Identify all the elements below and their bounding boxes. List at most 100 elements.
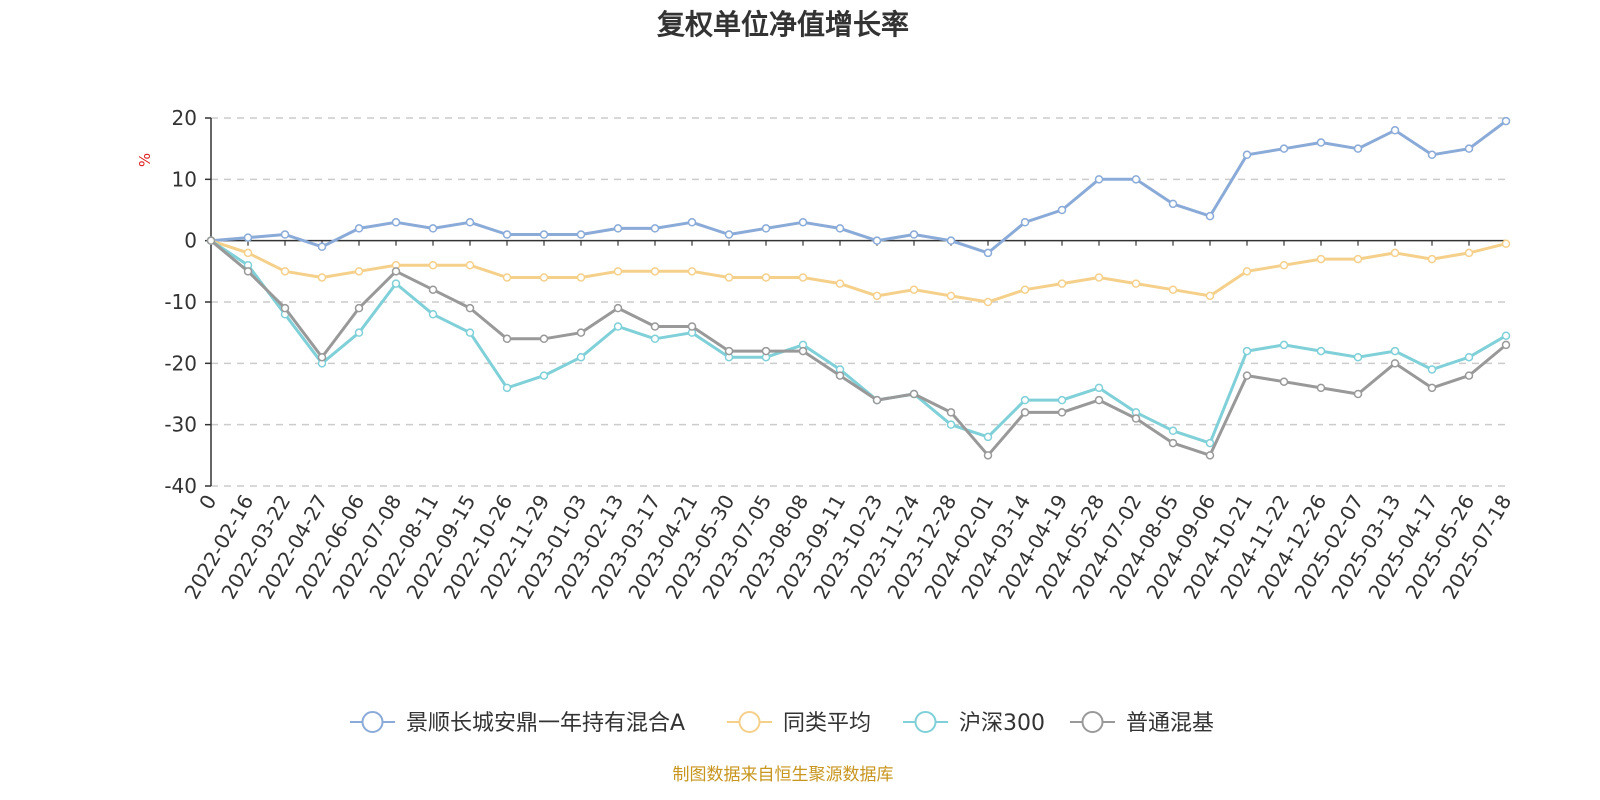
data-point [354,267,364,276]
data-point [317,242,327,252]
series-2 [206,236,1511,448]
data-point [1464,371,1474,380]
data-point [1242,346,1252,356]
data-point [465,328,475,337]
data-point [1390,248,1400,258]
data-point [613,224,623,233]
legend-item[interactable]: 普通混基 [1070,711,1214,736]
data-point [1020,218,1030,227]
data-point [983,297,993,307]
data-point [428,260,438,270]
data-point [687,218,697,227]
data-point [1057,205,1067,215]
data-point [1131,279,1141,288]
data-point [1094,395,1104,405]
data-point [243,248,253,258]
data-point [280,230,290,239]
data-point [983,451,993,460]
data-point [1279,260,1289,270]
data-point [650,322,660,331]
legend-item[interactable]: 沪深300 [903,711,1045,736]
data-point [1242,150,1252,160]
data-point [576,328,586,337]
data-point [1020,395,1030,405]
data-point [687,267,697,276]
data-point [354,328,364,337]
data-point [1094,273,1104,282]
data-point [1131,414,1141,423]
data-point [1168,199,1178,209]
data-point [872,236,882,245]
data-point [243,233,253,242]
data-point [1390,346,1400,356]
data-point [761,346,771,356]
data-point [1390,126,1400,135]
data-point [1464,144,1474,153]
data-point [909,285,919,294]
data-point [650,224,660,233]
y-tick-label: -30 [164,413,197,437]
data-point [539,273,549,282]
series-line [209,119,1508,255]
data-point [1279,340,1289,350]
chart-title: 复权单位净值增长率 [657,8,909,41]
data-point [280,267,290,276]
data-point [724,230,734,239]
data-point [428,285,438,294]
data-point [835,224,845,233]
data-point [613,322,623,331]
data-point [761,224,771,233]
series-1 [206,236,1511,307]
data-point [1279,377,1289,386]
data-point [983,432,993,442]
data-point [465,260,475,270]
data-point [576,273,586,282]
x-tick-label: 0 [194,491,221,514]
legend-marker [738,711,761,733]
y-tick-label: -10 [164,290,197,314]
data-point [872,395,882,405]
data-point [909,230,919,239]
data-point [687,322,697,331]
data-point [1316,383,1326,393]
data-point [1501,116,1511,126]
data-point [428,310,438,319]
data-point [1353,144,1363,153]
data-point [1353,352,1363,362]
data-point [1020,408,1030,417]
data-point [354,303,364,313]
data-point [539,334,549,344]
data-point [576,352,586,362]
data-point [1501,331,1511,340]
data-point [650,267,660,276]
data-point [1390,359,1400,368]
legend-marker [1081,711,1104,733]
y-tick-label: 0 [184,229,197,253]
data-point [798,273,808,282]
legend-label: 沪深300 [959,711,1045,736]
data-point [724,346,734,356]
data-point [798,346,808,356]
data-point [1205,211,1215,221]
legend-label: 普通混基 [1126,711,1214,736]
data-point [1427,150,1437,160]
data-point [1427,254,1437,264]
data-point [946,420,956,429]
data-point [1057,395,1067,405]
data-point [317,273,327,282]
data-source-footer: 制图数据来自恒生聚源数据库 [673,765,894,785]
legend-label: 同类平均 [783,711,871,736]
data-point [1168,285,1178,294]
legend-item[interactable]: 景顺长城安鼎一年持有混合A [350,711,685,736]
data-point [1242,371,1252,380]
data-point [761,273,771,282]
data-point [1464,248,1474,258]
data-point [1057,279,1067,288]
data-point [280,303,290,313]
data-point [206,236,216,245]
data-point [391,218,401,227]
legend-item[interactable]: 同类平均 [727,711,871,736]
data-point [1168,438,1178,448]
data-point [539,230,549,239]
data-point [428,224,438,233]
